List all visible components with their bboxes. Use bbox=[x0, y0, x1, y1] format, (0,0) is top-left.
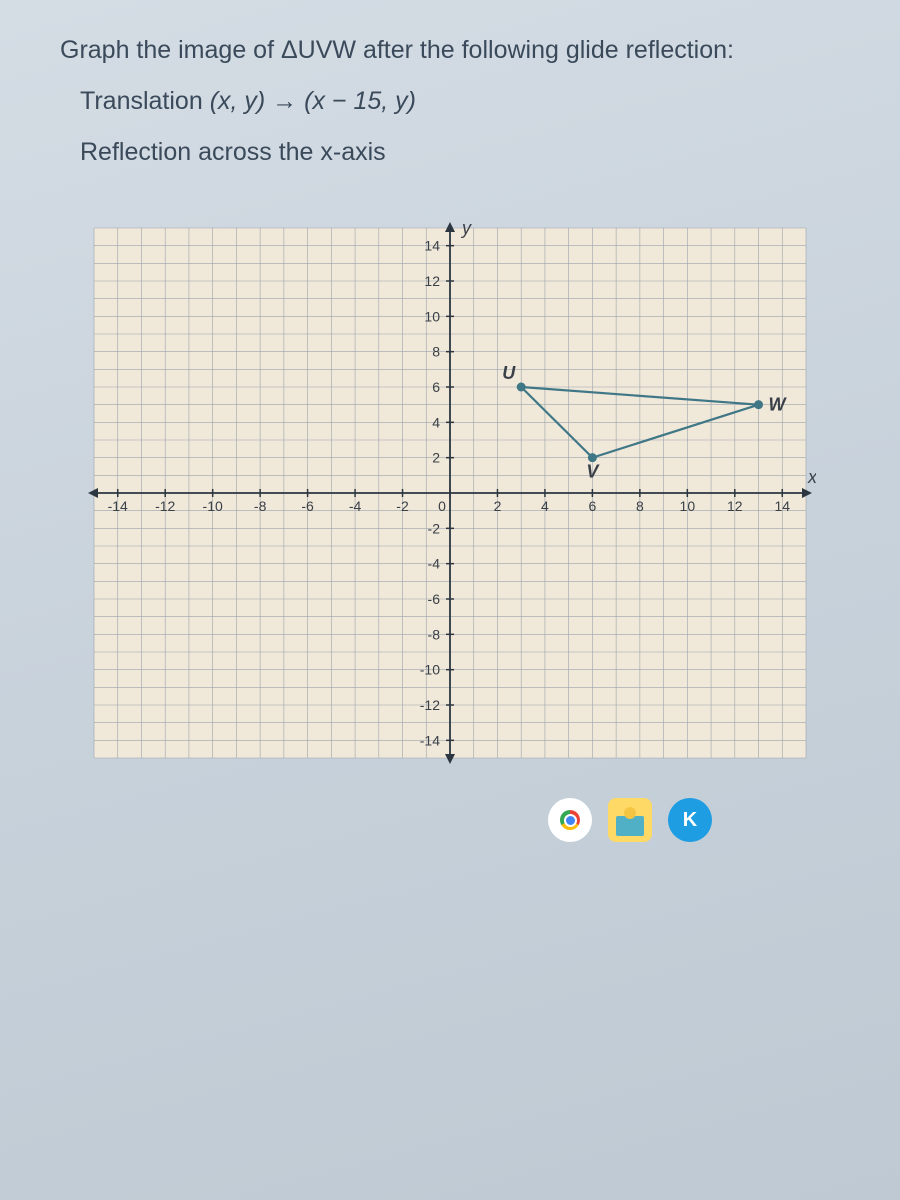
q-line1-suffix: after the following glide reflection: bbox=[356, 36, 734, 64]
svg-text:-4: -4 bbox=[349, 498, 362, 514]
svg-text:W: W bbox=[769, 395, 788, 415]
svg-text:U: U bbox=[502, 363, 516, 383]
svg-text:2: 2 bbox=[494, 498, 502, 514]
svg-text:V: V bbox=[586, 462, 600, 482]
svg-text:-10: -10 bbox=[420, 662, 440, 678]
svg-text:y: y bbox=[460, 218, 472, 238]
svg-text:-8: -8 bbox=[428, 626, 441, 642]
svg-text:-2: -2 bbox=[396, 498, 409, 514]
k-label: K bbox=[683, 809, 697, 832]
svg-text:-6: -6 bbox=[428, 591, 441, 607]
svg-text:0: 0 bbox=[438, 498, 446, 514]
svg-text:8: 8 bbox=[636, 498, 644, 514]
q-line3: Reflection across the x-axis bbox=[80, 138, 386, 166]
svg-text:-6: -6 bbox=[301, 498, 314, 514]
k-app-icon[interactable]: K bbox=[668, 798, 712, 842]
coordinate-graph[interactable]: -14 -12 -10 -8 -6 -4 -2 0 2 4 6 8 10 12 14 2 4 6 8 10 12 14 -2… bbox=[84, 218, 816, 768]
svg-text:6: 6 bbox=[432, 379, 440, 395]
taskbar: K bbox=[548, 798, 712, 842]
svg-text:x: x bbox=[807, 467, 816, 487]
svg-text:6: 6 bbox=[589, 498, 597, 514]
svg-text:-14: -14 bbox=[108, 498, 128, 514]
svg-text:-14: -14 bbox=[420, 732, 440, 748]
svg-text:12: 12 bbox=[424, 273, 440, 289]
svg-text:-12: -12 bbox=[155, 498, 175, 514]
svg-text:-12: -12 bbox=[420, 697, 440, 713]
chrome-icon[interactable] bbox=[548, 798, 592, 842]
q-line2-prefix: Translation bbox=[80, 87, 210, 115]
svg-text:14: 14 bbox=[424, 238, 440, 254]
svg-text:8: 8 bbox=[432, 344, 440, 360]
graph-svg: -14 -12 -10 -8 -6 -4 -2 0 2 4 6 8 10 12 14 2 4 6 8 10 12 14 -2… bbox=[84, 218, 816, 768]
svg-text:4: 4 bbox=[541, 498, 549, 514]
file-explorer-icon[interactable] bbox=[608, 798, 652, 842]
q-line1-triangle: ΔUVW bbox=[281, 36, 356, 64]
svg-text:12: 12 bbox=[727, 498, 743, 514]
svg-text:10: 10 bbox=[680, 498, 696, 514]
q-line2-formula: (x, y) → (x − 15, y) bbox=[210, 87, 416, 115]
svg-text:10: 10 bbox=[424, 308, 440, 324]
svg-text:-4: -4 bbox=[428, 556, 441, 572]
question-prompt: Graph the image of ΔUVW after the follow… bbox=[0, 0, 900, 175]
q-line1-prefix: Graph the image of bbox=[60, 36, 281, 64]
svg-text:2: 2 bbox=[432, 450, 440, 466]
svg-text:4: 4 bbox=[432, 414, 440, 430]
svg-text:14: 14 bbox=[774, 498, 790, 514]
svg-text:-8: -8 bbox=[254, 498, 267, 514]
svg-text:-2: -2 bbox=[428, 520, 441, 536]
svg-text:-10: -10 bbox=[203, 498, 223, 514]
